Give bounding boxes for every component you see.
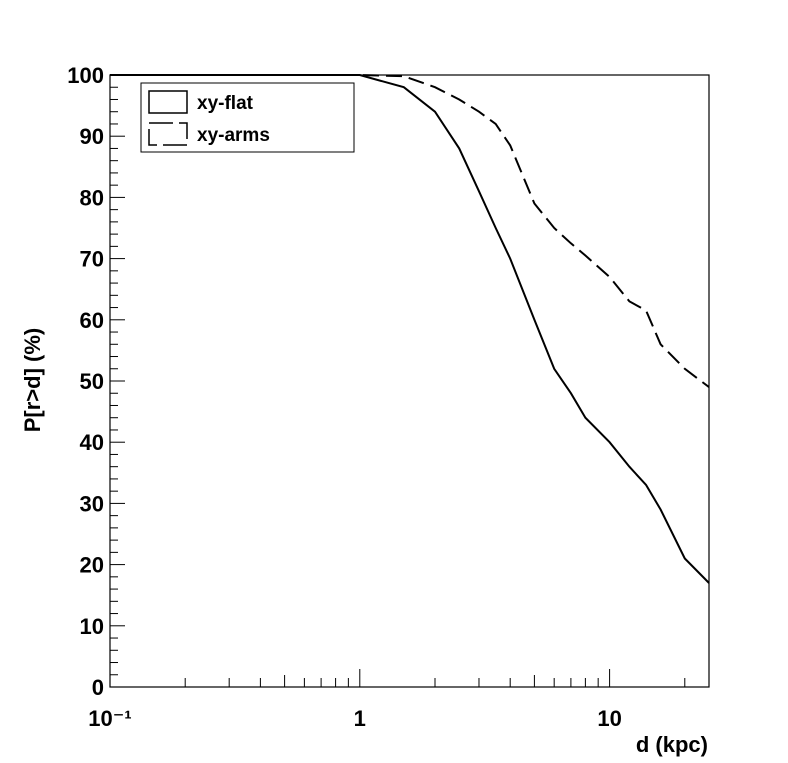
x-tick-label: 10⁻¹ [88, 706, 131, 731]
y-tick-label: 60 [80, 308, 104, 333]
y-tick-label: 30 [80, 491, 104, 516]
x-axis-label: d (kpc) [636, 732, 708, 757]
legend-box [140, 82, 355, 153]
legend-swatch [148, 122, 188, 146]
legend-swatch [148, 90, 188, 114]
y-tick-label: 10 [80, 614, 104, 639]
x-tick-label: 1 [354, 706, 366, 731]
legend-label: xy-flat [197, 93, 254, 114]
y-axis-label: P[r>d] (%) [20, 328, 45, 433]
y-tick-label: 100 [67, 63, 104, 88]
y-tick-label: 20 [80, 553, 104, 578]
legend-label: xy-arms [197, 125, 270, 146]
y-tick-label: 90 [80, 124, 104, 149]
data-line [110, 74, 710, 388]
y-tick-label: 70 [80, 247, 104, 272]
y-tick-label: 50 [80, 369, 104, 394]
x-tick-label: 10 [597, 706, 621, 731]
data-line [110, 74, 710, 584]
plot-frame [109, 74, 710, 688]
y-tick-label: 0 [92, 675, 104, 700]
y-tick-label: 80 [80, 185, 104, 210]
y-tick-label: 40 [80, 430, 104, 455]
